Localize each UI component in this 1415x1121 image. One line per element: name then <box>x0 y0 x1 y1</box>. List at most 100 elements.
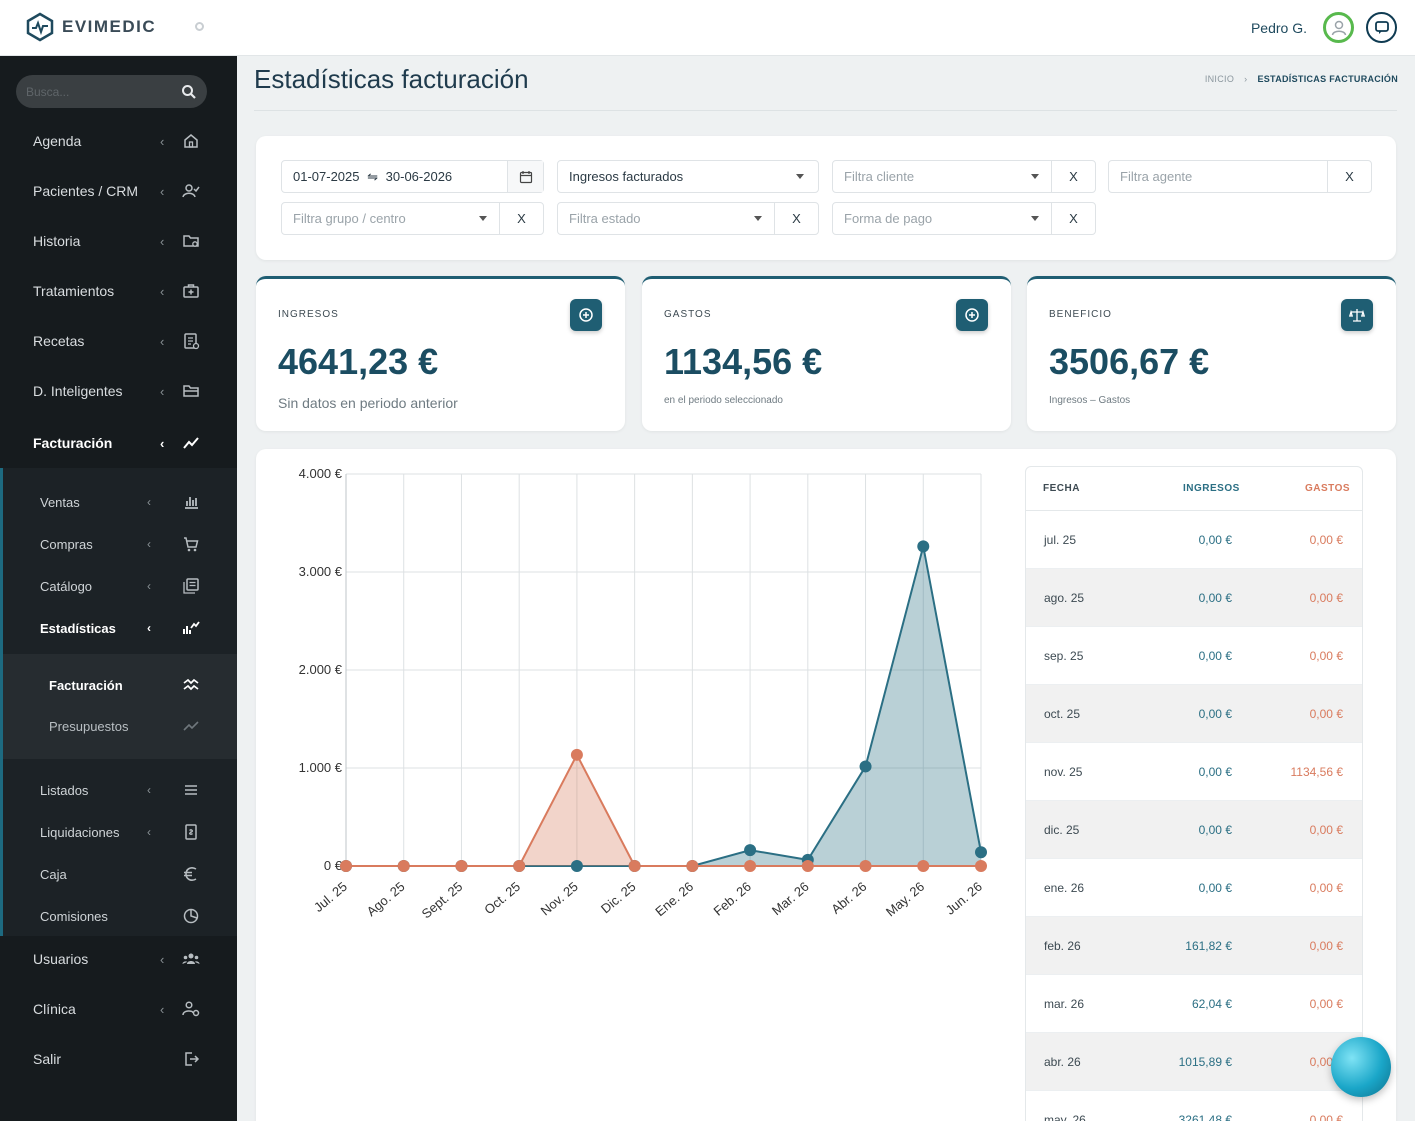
search-icon[interactable] <box>181 84 197 100</box>
top-bar: EVIMEDIC Pedro G. <box>0 0 1415 56</box>
avatar[interactable] <box>1323 12 1354 43</box>
chat-button[interactable] <box>1366 12 1397 43</box>
chevron-left-icon: ‹ <box>147 825 151 839</box>
sidebar-item-salir[interactable]: Salir <box>0 1034 237 1084</box>
table-row: jul. 25 0,00 € 0,00 € <box>1026 511 1362 569</box>
cell-date: oct. 25 <box>1044 706 1081 721</box>
group-filter[interactable]: Filtra grupo / centro X <box>281 202 544 235</box>
agent-filter[interactable]: Filtra agente X <box>1108 160 1372 193</box>
type-select[interactable]: Ingresos facturados <box>557 160 819 193</box>
cell-income: 0,00 € <box>1198 822 1232 837</box>
income-label: INGRESOS <box>278 309 339 320</box>
th-date[interactable]: FECHA <box>1043 483 1080 494</box>
sidebar-item-pacientes[interactable]: Pacientes / CRM ‹ <box>0 166 237 216</box>
brand-logo[interactable]: EVIMEDIC <box>26 12 156 42</box>
trend-icon <box>183 437 199 449</box>
sidebar-item-facturacion[interactable]: Facturación ‹ <box>0 418 237 468</box>
chat-icon <box>1374 20 1389 34</box>
th-income[interactable]: INGRESOS <box>1183 483 1240 494</box>
search-input[interactable]: Busca... <box>26 84 70 99</box>
sidebar-item-recetas[interactable]: Recetas ‹ <box>0 316 237 366</box>
chevron-left-icon: ‹ <box>147 579 151 593</box>
sidebar-item-presupuestos[interactable]: Presupuestos <box>3 706 237 746</box>
sidebar-item-catalogo[interactable]: Catálogo ‹ <box>3 566 237 606</box>
calendar-button[interactable] <box>507 161 543 192</box>
clear-group-button[interactable]: X <box>499 203 543 234</box>
sidebar-item-d-inteligentes[interactable]: D. Inteligentes ‹ <box>0 366 237 416</box>
x-tick-label: Dic. 25 <box>598 879 639 917</box>
chevron-left-icon: ‹ <box>160 1001 165 1017</box>
expenses-button[interactable] <box>956 299 988 331</box>
income-button[interactable] <box>570 299 602 331</box>
series-0-point <box>859 760 872 773</box>
profit-card: BENEFICIO 3506,67 € Ingresos – Gastos <box>1027 276 1396 431</box>
x-tick-label: Oct. 25 <box>481 879 523 917</box>
client-filter[interactable]: Filtra cliente X <box>832 160 1096 193</box>
sidebar-item-usuarios[interactable]: Usuarios ‹ <box>0 934 237 984</box>
sidebar-item-clinica[interactable]: Clínica ‹ <box>0 984 237 1034</box>
sidebar-item-listados[interactable]: Listados ‹ <box>3 770 237 810</box>
payment-filter[interactable]: Forma de pago X <box>832 202 1096 235</box>
sidebar-item-compras[interactable]: Compras ‹ <box>3 524 237 564</box>
chevron-left-icon: ‹ <box>147 495 151 509</box>
profit-sub: Ingresos – Gastos <box>1049 395 1131 406</box>
x-tick-label: Nov. 25 <box>538 879 581 919</box>
user-name[interactable]: Pedro G. <box>1250 19 1307 36</box>
x-tick-label: Abr. 26 <box>828 879 869 917</box>
sidebar-item-caja[interactable]: Caja <box>3 854 237 894</box>
cell-expenses: 0,00 € <box>1309 532 1343 547</box>
date-range-field[interactable]: 01-07-2025 ⇋ 30-06-2026 <box>281 160 544 193</box>
sidebar-item-estadisticas[interactable]: Estadísticas ‹ <box>3 608 237 648</box>
profit-button[interactable] <box>1341 299 1373 331</box>
x-tick-label: Sept. 25 <box>419 879 466 922</box>
clinic-settings-icon <box>182 1001 200 1017</box>
cell-expenses: 0,00 € <box>1309 996 1343 1011</box>
x-tick-label: Jun. 26 <box>943 879 985 918</box>
cell-date: jul. 25 <box>1044 532 1077 547</box>
table-row: abr. 26 1015,89 €0,00 € <box>1026 1033 1362 1091</box>
payment-filter-placeholder: Forma de pago <box>844 211 933 226</box>
plus-circle-icon <box>579 308 593 322</box>
sidebar-item-liquidaciones[interactable]: Liquidaciones ‹ <box>3 812 237 852</box>
series-1-line <box>346 752 981 867</box>
cell-date: ene. 26 <box>1044 880 1085 895</box>
sidebar-item-ventas[interactable]: Ventas ‹ <box>3 482 237 522</box>
chevron-left-icon: ‹ <box>160 183 165 199</box>
assistant-bubble-button[interactable] <box>1331 1037 1391 1097</box>
search-box[interactable]: Busca... <box>16 75 207 108</box>
x-tick-label: Jul. 25 <box>311 879 350 915</box>
th-expenses[interactable]: GASTOS <box>1305 483 1351 494</box>
users-icon <box>182 953 200 964</box>
plus-circle-icon <box>965 308 979 322</box>
sidebar-item-stats-facturacion[interactable]: Facturación <box>3 665 237 705</box>
series-1-point <box>801 860 814 872</box>
cell-income: 62,04 € <box>1191 996 1232 1011</box>
clear-client-button[interactable]: X <box>1051 161 1095 192</box>
commission-icon <box>183 908 199 924</box>
cell-expenses: 0,00 € <box>1309 648 1343 663</box>
cell-expenses: 0,00 € <box>1309 938 1343 953</box>
sidebar: Busca... Agenda ‹ Pacientes / CRM ‹ Histor… <box>0 56 237 1121</box>
chevron-left-icon: ‹ <box>160 383 165 399</box>
sidebar-item-historia[interactable]: Historia ‹ <box>0 216 237 266</box>
invoice-icon <box>185 824 197 840</box>
sidebar-item-agenda[interactable]: Agenda ‹ <box>0 116 237 166</box>
series-0-point <box>917 540 930 553</box>
sidebar-toggle-icon[interactable] <box>195 22 204 31</box>
user-check-icon <box>182 184 200 198</box>
catalog-icon <box>183 578 199 594</box>
x-tick-label: May. 26 <box>883 879 927 920</box>
sidebar-item-tratamientos[interactable]: Tratamientos ‹ <box>0 266 237 316</box>
cell-date: may. 26 <box>1044 1112 1086 1121</box>
clear-agent-button[interactable]: X <box>1327 161 1371 192</box>
billing-chart: 4.000 € 3.000 € 2.000 € 1.000 € 0 € Jul. 25 Ag… <box>299 466 987 922</box>
clear-state-button[interactable]: X <box>774 203 818 234</box>
cell-expenses: 1134,56 € <box>1290 764 1344 779</box>
breadcrumb-home[interactable]: INICIO <box>1204 74 1235 84</box>
series-1-point <box>570 748 583 761</box>
clear-payment-button[interactable]: X <box>1051 203 1095 234</box>
state-filter[interactable]: Filtra estado X <box>557 202 819 235</box>
sidebar-item-comisiones[interactable]: Comisiones <box>3 896 237 936</box>
table-header: FECHA INGRESOS GASTOS <box>1026 467 1362 511</box>
chart-card: 4.000 € 3.000 € 2.000 € 1.000 € 0 € Jul. 25 Ag… <box>256 449 1396 1121</box>
